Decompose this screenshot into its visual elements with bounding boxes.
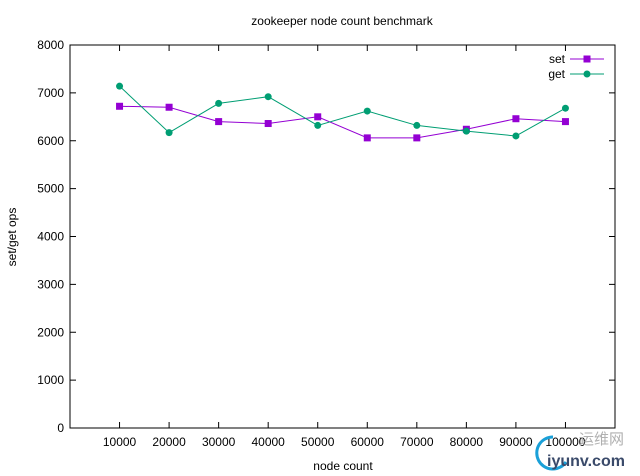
watermark-cn-text: 运维网 <box>579 431 624 448</box>
data-point-get <box>314 121 322 129</box>
legend-label-get: get <box>548 67 565 81</box>
x-axis-label: node count <box>313 459 373 473</box>
x-tick-label: 90000 <box>499 435 533 449</box>
x-axis-ticks: 10000 20000 30000 40000 50000 60000 70000 80000… <box>103 45 586 449</box>
watermark-site-text: iyunv.com <box>547 453 625 470</box>
y-axis-ticks: 0 1000 2000 3000 4000 5000 6000 7000 8000 <box>37 38 615 435</box>
data-point-set <box>215 118 223 126</box>
x-tick-label: 100000 <box>545 435 585 449</box>
series-line-set <box>119 105 566 139</box>
y-axis-label: set/get ops <box>5 208 19 267</box>
data-point-get <box>215 99 223 107</box>
x-tick-label: 50000 <box>301 435 335 449</box>
y-tick-label: 2000 <box>37 325 64 339</box>
y-tick-label: 4000 <box>37 230 64 244</box>
x-tick-label: 10000 <box>103 435 137 449</box>
data-point-set <box>165 103 173 111</box>
y-tick-label: 5000 <box>37 182 64 196</box>
chart-title: zookeeper node count benchmark <box>251 14 433 28</box>
x-tick-label: 70000 <box>400 435 434 449</box>
series-layer <box>116 82 569 142</box>
y-tick-label: 1000 <box>37 373 64 387</box>
data-point-set <box>264 120 272 128</box>
x-tick-label: 30000 <box>202 435 236 449</box>
data-point-get <box>413 121 421 129</box>
data-point-get <box>264 93 272 101</box>
x-tick-label: 80000 <box>450 435 484 449</box>
data-point-set <box>561 118 569 126</box>
x-tick-label: 40000 <box>251 435 285 449</box>
plot-frame <box>69 44 616 429</box>
legend-marker-set <box>583 55 591 63</box>
y-tick-label: 3000 <box>37 277 64 291</box>
data-point-get <box>512 132 520 140</box>
x-tick-label: 20000 <box>152 435 186 449</box>
data-point-get <box>116 82 124 90</box>
data-point-set <box>314 113 322 121</box>
data-point-set <box>116 102 124 110</box>
data-point-get <box>561 104 569 112</box>
legend-marker-get <box>583 70 591 78</box>
watermark: 运维网 iyunv.com <box>535 431 625 471</box>
y-tick-label: 8000 <box>37 38 64 52</box>
series-line-get <box>119 85 566 137</box>
legend-label-set: set <box>549 52 566 66</box>
data-point-get <box>462 127 470 135</box>
data-point-set <box>512 115 520 123</box>
watermark-swirl-icon <box>535 435 568 471</box>
data-point-get <box>165 129 173 137</box>
y-tick-label: 7000 <box>37 86 64 100</box>
data-point-set <box>413 134 421 142</box>
data-point-get <box>363 107 371 115</box>
y-tick-label: 0 <box>57 421 64 435</box>
x-tick-label: 60000 <box>351 435 385 449</box>
data-point-set <box>363 134 371 142</box>
y-tick-label: 6000 <box>37 134 64 148</box>
